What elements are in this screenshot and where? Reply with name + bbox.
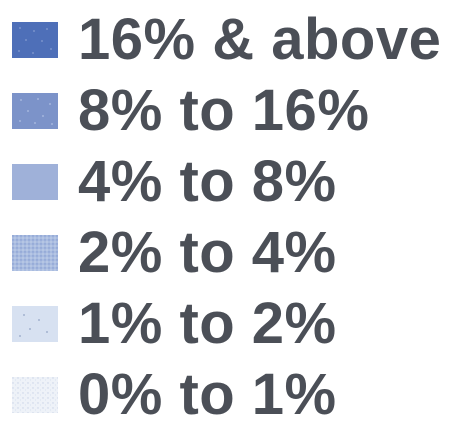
legend-item-4-to-8: 4% to 8%	[12, 146, 472, 217]
legend-label-1-to-2: 1% to 2%	[78, 290, 337, 356]
legend-swatch-4-to-8	[12, 163, 58, 200]
legend-swatch-1-to-2	[12, 305, 58, 342]
legend-swatch-8-to-16	[12, 92, 58, 129]
legend-item-0-to-1: 0% to 1%	[12, 359, 472, 430]
legend-item-16-and-above: 16% & above	[12, 4, 472, 75]
legend-label-0-to-1: 0% to 1%	[78, 361, 337, 427]
legend-label-16-and-above: 16% & above	[78, 6, 442, 72]
legend-label-8-to-16: 8% to 16%	[78, 77, 370, 143]
legend-item-8-to-16: 8% to 16%	[12, 75, 472, 146]
legend-item-1-to-2: 1% to 2%	[12, 288, 472, 359]
legend-item-2-to-4: 2% to 4%	[12, 217, 472, 288]
legend-label-4-to-8: 4% to 8%	[78, 148, 337, 214]
legend-swatch-2-to-4	[12, 234, 58, 271]
legend-swatch-0-to-1	[12, 376, 58, 413]
legend-label-2-to-4: 2% to 4%	[78, 219, 337, 285]
legend-swatch-16-and-above	[12, 21, 58, 58]
color-legend: 16% & above 8% to 16% 4% to 8%	[12, 4, 472, 430]
